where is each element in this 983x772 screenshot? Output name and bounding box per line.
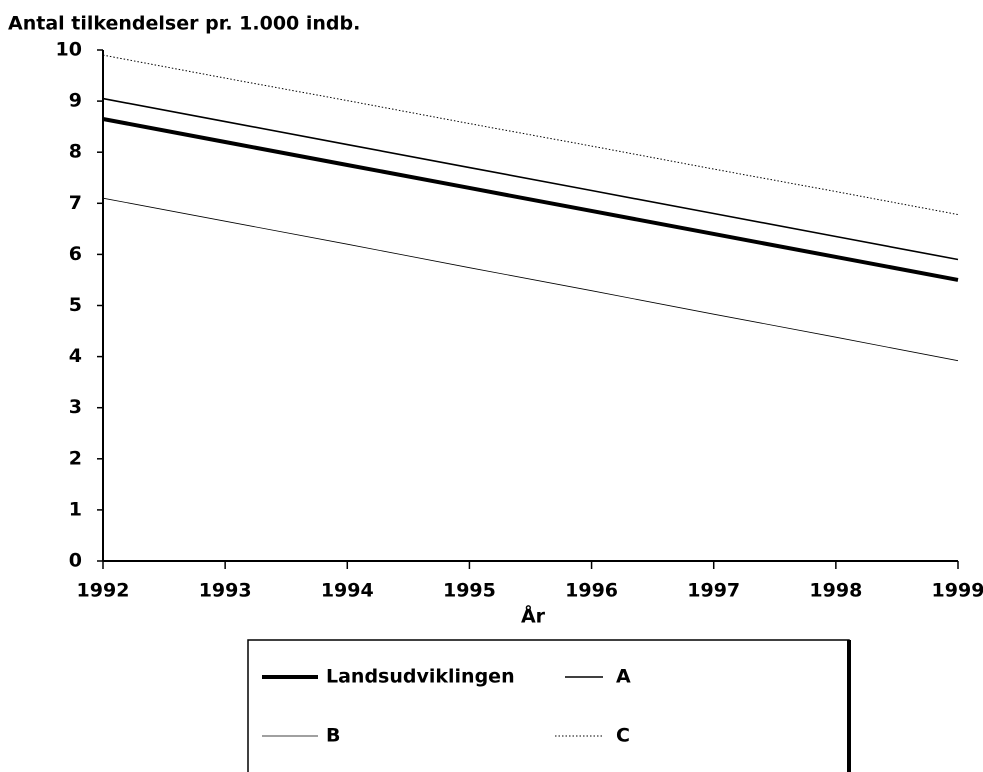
x-tick-label: 1992: [77, 580, 130, 602]
y-tick-label: 3: [69, 396, 82, 418]
legend-label: A: [616, 666, 631, 688]
x-axis-title: År: [521, 604, 546, 628]
legend-label: Landsudviklingen: [326, 666, 515, 688]
y-tick-label: 9: [69, 90, 82, 112]
series-line: [102, 117, 959, 282]
series-line: [102, 197, 959, 362]
y-tick-label: 2: [69, 447, 82, 469]
legend-label: C: [616, 725, 630, 747]
y-tick-label: 6: [69, 243, 82, 265]
series-line: [102, 54, 959, 216]
x-tick-label: 1995: [443, 580, 496, 602]
x-tick-label: 1998: [809, 580, 862, 602]
x-tick-label: 1996: [565, 580, 618, 602]
x-tick-label: 1999: [932, 580, 983, 602]
legend-box: [247, 639, 850, 772]
y-tick-label: 10: [56, 39, 82, 61]
legend-label: B: [326, 725, 340, 747]
x-tick-label: 1997: [687, 580, 740, 602]
y-tick-label: 5: [69, 294, 82, 316]
y-axis-title: Antal tilkendelser pr. 1.000 indb.: [8, 13, 360, 35]
y-tick-label: 4: [69, 345, 82, 367]
y-tick-label: 8: [69, 141, 82, 163]
y-tick-label: 7: [69, 192, 82, 214]
x-tick-label: 1994: [321, 580, 374, 602]
x-tick-label: 1993: [199, 580, 252, 602]
series-line: [102, 97, 959, 261]
y-tick-label: 0: [69, 550, 82, 572]
y-tick-label: 1: [69, 498, 82, 520]
